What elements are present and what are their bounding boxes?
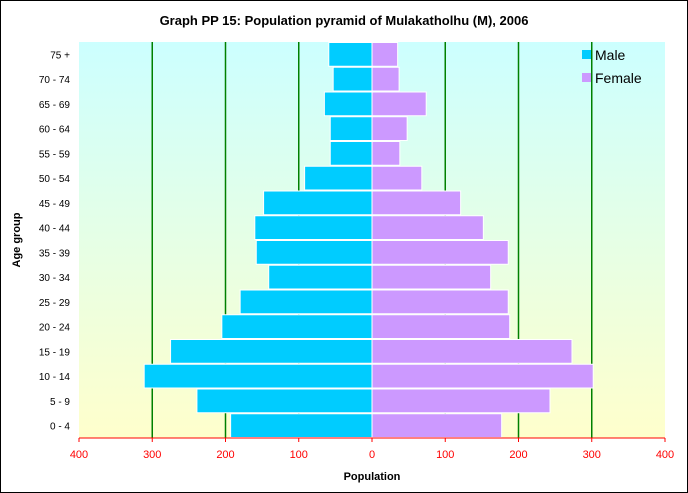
legend-swatch-female	[582, 73, 591, 82]
y-tick-label: 20 - 24	[39, 323, 71, 334]
bar-male	[328, 42, 373, 67]
bar-male	[143, 363, 373, 389]
bar-female	[371, 141, 401, 166]
x-tick-label: 100	[290, 449, 308, 461]
x-tick-label: 300	[583, 449, 601, 461]
y-tick-label: 25 - 29	[39, 298, 71, 309]
bar-male	[332, 66, 373, 92]
x-tick-label: 400	[70, 449, 88, 461]
bar-male	[329, 116, 373, 141]
bar-female	[371, 215, 484, 240]
bar-female	[371, 314, 511, 339]
legend-label-female: Female	[595, 70, 642, 86]
bar-male	[263, 190, 373, 216]
y-tick-label: 15 - 19	[39, 347, 71, 358]
chart-title: Graph PP 15: Population pyramid of Mulak…	[160, 13, 529, 28]
bar-female	[371, 240, 509, 265]
bar-female	[371, 363, 594, 389]
x-tick-label: 200	[509, 449, 527, 461]
bar-female	[371, 388, 551, 414]
y-tick-label: 50 - 54	[39, 174, 71, 185]
x-tick-label: 100	[436, 449, 454, 461]
bar-female	[371, 413, 503, 438]
y-tick-label: 35 - 39	[39, 248, 71, 259]
y-tick-label: 40 - 44	[39, 224, 71, 235]
y-tick-label: 0 - 4	[50, 422, 70, 433]
y-tick-label: 60 - 64	[39, 125, 71, 136]
y-tick-label: 5 - 9	[50, 397, 70, 408]
y-tick-label: 55 - 59	[39, 149, 71, 160]
y-tick-label: 75 +	[50, 50, 70, 61]
bar-female	[371, 66, 400, 92]
bar-female	[371, 289, 509, 315]
bar-female	[371, 42, 399, 67]
bar-male	[323, 91, 373, 117]
bar-male	[268, 264, 373, 290]
bar-male	[230, 413, 373, 438]
x-tick-label: 300	[143, 449, 161, 461]
bar-male	[254, 215, 373, 240]
bar-female	[371, 165, 423, 191]
legend-swatch-male	[582, 50, 591, 59]
bar-male	[255, 240, 373, 265]
y-tick-label: 30 - 34	[39, 273, 71, 284]
bar-male	[304, 165, 373, 191]
bar-female	[371, 190, 462, 216]
x-tick-label: 400	[656, 449, 674, 461]
bar-female	[371, 339, 573, 364]
bar-female	[371, 116, 408, 141]
x-tick-label: 200	[216, 449, 234, 461]
legend-label-male: Male	[595, 47, 626, 63]
bar-female	[371, 91, 427, 117]
y-axis-label: Age group	[11, 212, 23, 267]
legend: Male Female	[582, 47, 642, 86]
x-axis-label: Population	[344, 471, 401, 483]
bar-male	[170, 339, 373, 364]
bar-male	[221, 314, 373, 339]
y-tick-label: 65 - 69	[39, 100, 71, 111]
x-tick-label: 0	[369, 449, 375, 461]
y-tick-label: 10 - 14	[39, 372, 71, 383]
y-tick-label: 70 - 74	[39, 75, 71, 86]
bar-male	[329, 141, 373, 166]
y-tick-label: 45 - 49	[39, 199, 71, 210]
bar-male	[196, 388, 373, 414]
bar-male	[239, 289, 373, 315]
bar-female	[371, 264, 492, 290]
